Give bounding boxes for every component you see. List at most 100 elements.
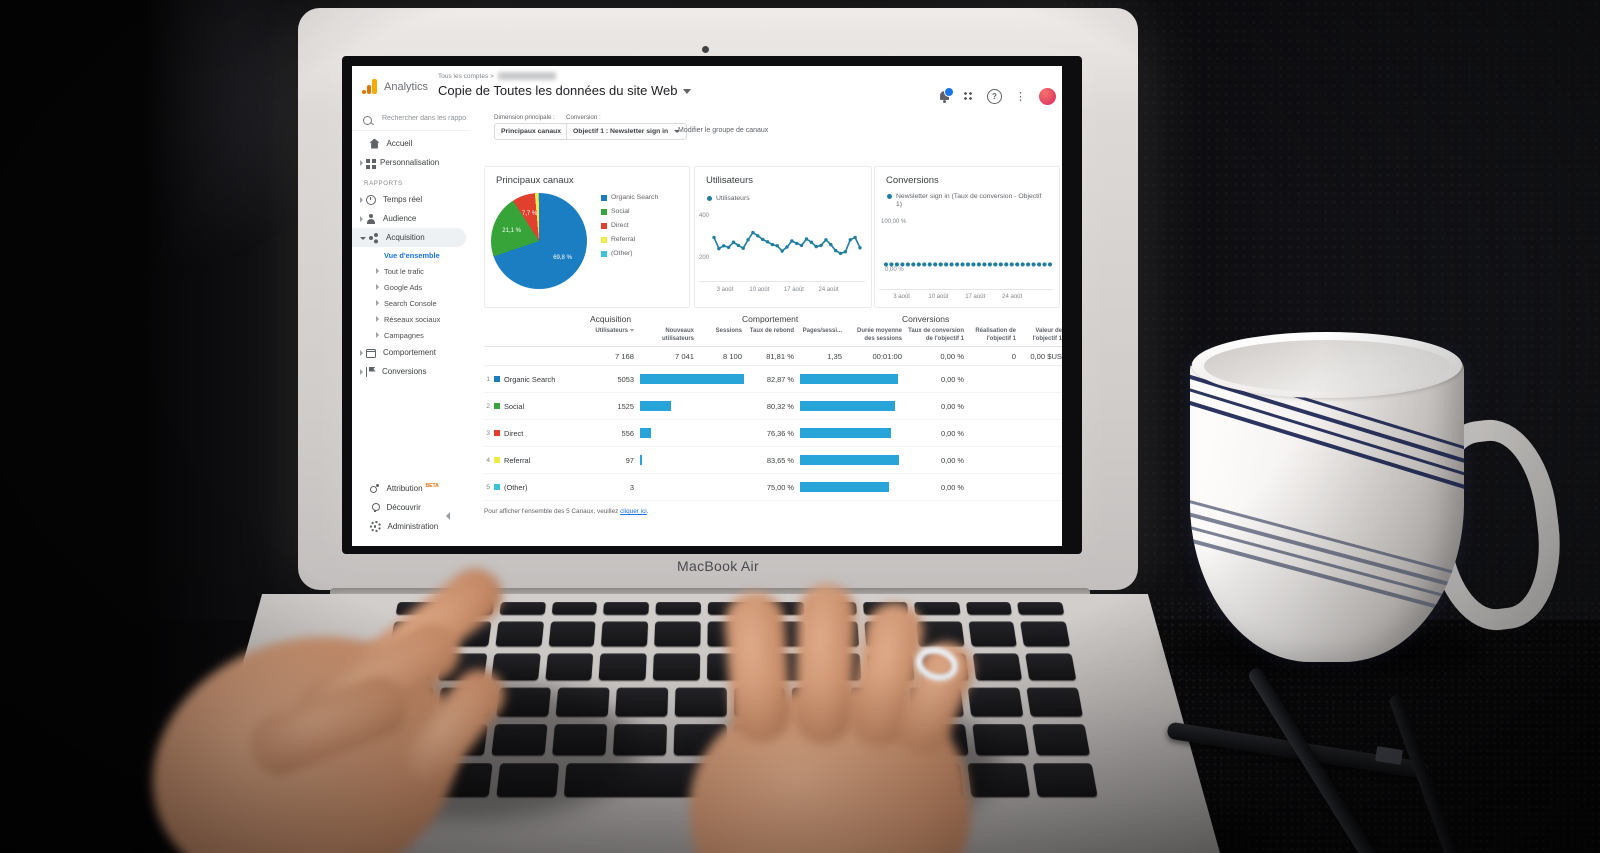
channel-swatch-icon xyxy=(494,430,500,436)
help-icon[interactable]: ? xyxy=(987,89,1002,104)
keyboard-key xyxy=(499,602,546,615)
column-header-taux-de-conversion-de-l-objectif-1[interactable]: Taux de conversion de l'objectif 1 xyxy=(908,328,964,342)
channel-name[interactable]: Organic Search xyxy=(504,374,556,384)
conversion-dropdown[interactable]: Objectif 1 : Newsletter sign in xyxy=(566,123,688,140)
users-bar xyxy=(640,401,672,411)
keyboard-key xyxy=(1017,602,1065,615)
table-row-direct: 3 Direct 556 76,36 % 0,00 % xyxy=(484,420,1062,447)
sidebar-item-accueil[interactable]: Accueil xyxy=(352,134,470,153)
chevron-left-icon[interactable] xyxy=(446,512,450,520)
channel-name[interactable]: Direct xyxy=(504,428,524,438)
search-icon xyxy=(363,116,372,125)
keyboard-key xyxy=(1026,687,1083,717)
total-value: 0,00 $US xyxy=(1030,352,1062,361)
footer-note: Pour afficher l'ensemble des 5 Canaux, v… xyxy=(484,508,694,517)
sidebar-item-administration[interactable]: Administration xyxy=(352,517,470,536)
sidebar-item-d-couvrir[interactable]: Découvrir xyxy=(352,498,470,517)
x-tick-label: 3 août xyxy=(893,294,910,300)
search-input[interactable] xyxy=(380,114,468,123)
bounce-bar-cell xyxy=(794,401,902,411)
sidebar-item-temps-r-el[interactable]: Temps réel xyxy=(352,190,470,209)
pie-legend: Organic Search Social Direct Referral (Other… xyxy=(601,194,658,258)
total-value: 81,81 % xyxy=(766,352,794,361)
column-header-taux-de-rebond[interactable]: Taux de rebond xyxy=(749,328,794,334)
users-line-chart xyxy=(711,215,863,263)
channel-swatch-icon xyxy=(494,376,500,382)
sidebar-item-vue-d-ensemble[interactable]: Vue d'ensemble xyxy=(352,247,470,263)
row-rank: 2 xyxy=(486,402,490,410)
keyboard-key xyxy=(1033,763,1098,797)
x-tick-label: 3 août xyxy=(716,287,734,293)
keyboard-key xyxy=(491,653,541,681)
sidebar-item-search-console[interactable]: Search Console xyxy=(352,295,470,311)
y-tick-0: 0,00 % xyxy=(885,267,904,273)
column-header-pages-sessi[interactable]: Pages/sessi... xyxy=(802,328,842,334)
sidebar-item-r-seaux-sociaux[interactable]: Réseaux sociaux xyxy=(352,311,470,327)
row-label: 2 Social xyxy=(484,402,590,411)
users-card-title: Utilisateurs xyxy=(706,175,753,186)
y-tick-400: 400 xyxy=(699,213,710,219)
spacer xyxy=(484,352,590,361)
sidebar-item-label: Vue d'ensemble xyxy=(384,250,440,260)
line-series xyxy=(712,230,862,256)
conversions-legend: Newsletter sign in (Taux de conversion -… xyxy=(887,193,1047,210)
sidebar-item-acquisition[interactable]: Acquisition xyxy=(352,228,466,247)
sidebar-item-personnalisation[interactable]: Personnalisation xyxy=(352,153,470,172)
footer-note-text: Pour afficher l'ensemble des 5 Canaux, v… xyxy=(484,508,621,515)
row-label: 3 Direct xyxy=(484,429,590,438)
cliquer-ici-link[interactable]: cliquer ici xyxy=(620,508,647,515)
legend-item-organic-search: Organic Search xyxy=(601,194,658,202)
sidebar-item-attribution[interactable]: Attribution BETA xyxy=(352,479,470,498)
acquisition-icon xyxy=(369,232,379,243)
bounce-bar-cell xyxy=(794,455,902,465)
channels-pie-chart: 69,8 % 21,1 % 7,7 % xyxy=(491,193,587,289)
chevron-right-icon xyxy=(376,268,379,274)
sidebar-item-campagnes[interactable]: Campagnes xyxy=(352,327,470,343)
channel-name[interactable]: (Other) xyxy=(504,482,528,492)
more-vert-icon[interactable]: ⋮ xyxy=(1015,90,1026,103)
column-header-r-alisation-de-l-objectif-1[interactable]: Réalisation de l'objectif 1 xyxy=(975,328,1016,342)
column-header-valeur-de-l-objectif-1[interactable]: Valeur de l'objectif 1 xyxy=(1032,328,1062,342)
table-group-comportement: Comportement xyxy=(742,314,799,324)
bounce-value: 82,87 % xyxy=(766,374,794,384)
column-header-dur-e-moyenne-des-sessions[interactable]: Durée moyenne des sessions xyxy=(856,328,902,342)
column-header-utilisateurs[interactable]: Utilisateurs xyxy=(590,328,634,343)
footer-note-period: . xyxy=(646,508,649,515)
sidebar-item-audience[interactable]: Audience xyxy=(352,209,470,228)
analytics-logo-icon[interactable] xyxy=(362,79,378,94)
users-bar xyxy=(640,428,652,438)
channel-name[interactable]: Social xyxy=(504,401,525,411)
breadcrumb[interactable]: Tous les comptes > xyxy=(438,73,494,80)
sidebar-item-google-ads[interactable]: Google Ads xyxy=(352,279,470,295)
conversion-value: 0,00 % xyxy=(940,428,964,438)
report-search[interactable] xyxy=(352,112,470,131)
channel-swatch-icon xyxy=(494,403,500,409)
sidebar-item-conversions[interactable]: Conversions xyxy=(352,362,470,381)
column-header-sessions[interactable]: Sessions xyxy=(715,328,742,334)
x-tick-label: 10 août xyxy=(928,294,949,300)
keyboard-key xyxy=(967,687,1024,717)
sidebar-item-tout-le-trafic[interactable]: Tout le trafic xyxy=(352,263,470,279)
keyboard-key xyxy=(674,687,727,717)
column-header-nouveaux-utilisateurs[interactable]: Nouveaux utilisateurs xyxy=(661,328,694,342)
sidebar: Accueil Personnalisation RAPPORTS Temps rée… xyxy=(352,108,470,546)
notifications-button[interactable] xyxy=(939,86,954,103)
channel-swatch-icon xyxy=(494,484,500,490)
sidebar-item-label: Administration xyxy=(387,522,439,531)
x-tick-label: 17 août xyxy=(783,287,804,293)
channel-name[interactable]: Referral xyxy=(504,455,531,465)
avatar[interactable] xyxy=(1039,88,1056,105)
conversions-chart-card: Conversions Newsletter sign in (Taux de … xyxy=(874,166,1060,308)
x-tick-label: 24 août xyxy=(818,287,839,293)
sidebar-item-label: Tout le trafic xyxy=(384,266,424,276)
home-icon xyxy=(369,138,380,149)
analytics-app-screen: Analytics Tous les comptes > Copie de To… xyxy=(352,66,1062,546)
sidebar-item-comportement[interactable]: Comportement xyxy=(352,343,470,362)
edit-channel-group-link[interactable]: Modifier le groupe de canaux xyxy=(678,127,769,134)
page-title[interactable]: Copie de Toutes les données du site Web xyxy=(438,83,692,98)
redacted-account-name xyxy=(498,72,556,80)
apps-grid-icon[interactable] xyxy=(963,91,974,102)
legend-dot-icon xyxy=(887,194,892,199)
right-hand-finger xyxy=(793,583,857,745)
keyboard-key xyxy=(655,602,701,615)
